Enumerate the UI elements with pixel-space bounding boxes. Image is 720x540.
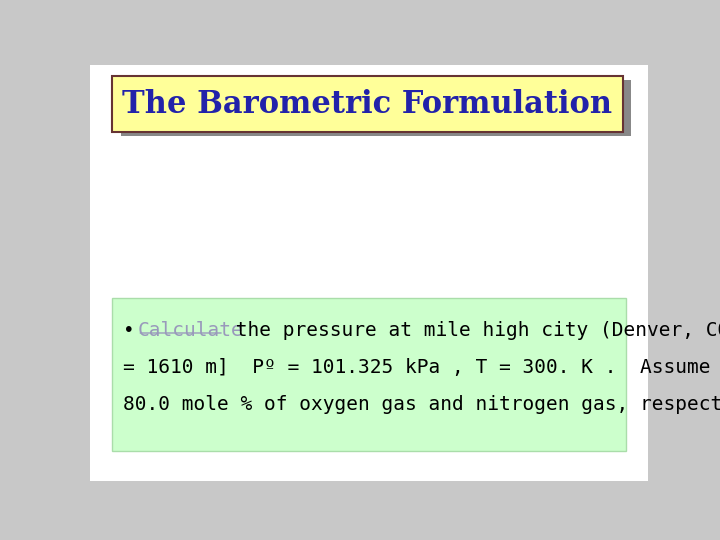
Text: the pressure at mile high city (Denver, CO).  [1 mile: the pressure at mile high city (Denver, … <box>224 321 720 340</box>
Text: Calculate: Calculate <box>138 321 243 340</box>
FancyBboxPatch shape <box>112 298 626 451</box>
FancyBboxPatch shape <box>121 80 631 136</box>
Text: = 1610 m]  Pº = 101.325 kPa , T = 300. K .  Assume 20.0 and: = 1610 m] Pº = 101.325 kPa , T = 300. K … <box>124 358 720 377</box>
Text: •: • <box>124 321 135 340</box>
Text: 80.0 mole % of oxygen gas and nitrogen gas, respectively.: 80.0 mole % of oxygen gas and nitrogen g… <box>124 395 720 414</box>
Text: The Barometric Formulation: The Barometric Formulation <box>122 89 613 120</box>
FancyBboxPatch shape <box>112 76 623 132</box>
FancyBboxPatch shape <box>90 65 648 481</box>
